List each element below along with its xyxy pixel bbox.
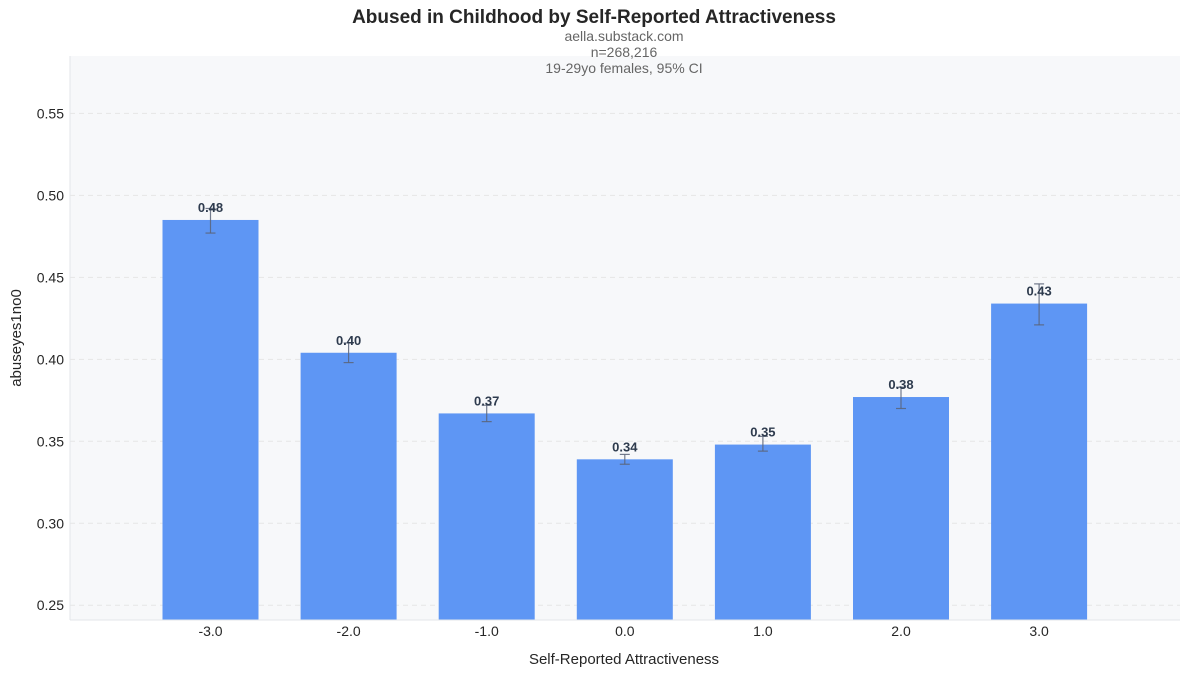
bar [714, 444, 811, 620]
bar [991, 303, 1088, 620]
bar [853, 397, 949, 620]
data-label: 0.43 [1026, 284, 1051, 299]
x-tick-label: 0.0 [615, 623, 635, 639]
y-tick-label: 0.55 [37, 105, 64, 121]
y-axis-label: abuseyes1no0 [8, 289, 25, 387]
y-tick-label: 0.35 [37, 433, 64, 449]
x-tick-label: -1.0 [475, 623, 499, 639]
error-bars-layer [205, 207, 1045, 465]
bar [438, 413, 535, 620]
data-label: 0.40 [336, 333, 361, 348]
x-tick-label: 2.0 [891, 623, 911, 639]
y-tick-label: 0.30 [37, 515, 64, 531]
data-label: 0.34 [612, 439, 638, 454]
chart-subtitle-line-3: 19-29yo females, 95% CI [545, 60, 702, 76]
data-label: 0.48 [198, 200, 223, 215]
data-label: 0.35 [750, 425, 775, 440]
x-axis-label: Self-Reported Attractiveness [529, 651, 719, 668]
data-label: 0.37 [474, 393, 499, 408]
x-tick-label: 1.0 [753, 623, 773, 639]
x-tick-label: 3.0 [1029, 623, 1049, 639]
data-label: 0.38 [888, 377, 913, 392]
chart-title: Abused in Childhood by Self-Reported Att… [352, 7, 836, 28]
x-tick-label: -2.0 [337, 623, 361, 639]
bars-layer [162, 219, 1088, 620]
y-tick-label: 0.25 [37, 597, 64, 613]
x-tick-label: -3.0 [198, 623, 222, 639]
y-tick-label: 0.50 [37, 187, 64, 203]
bar [300, 352, 397, 620]
bar [162, 219, 259, 620]
bar [576, 459, 673, 620]
y-tick-labels: 0.25 0.30 0.35 0.40 0.45 0.50 0.55 [37, 105, 64, 613]
chart-subtitle-line-1: aella.substack.com [564, 28, 683, 44]
chart-subtitle-line-2: n=268,216 [591, 44, 658, 60]
y-tick-label: 0.45 [37, 269, 64, 285]
x-tick-labels: -3.0 -2.0 -1.0 0.0 1.0 2.0 3.0 [198, 623, 1049, 639]
value-labels-layer: 0.48 0.40 0.37 0.34 0.35 0.38 0.43 [198, 200, 1052, 454]
y-tick-label: 0.40 [37, 351, 64, 367]
